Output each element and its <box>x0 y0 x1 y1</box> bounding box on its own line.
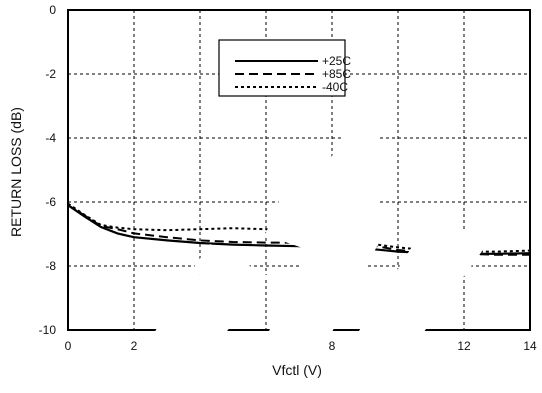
y-tick-label: -8 <box>45 259 56 273</box>
legend: +25C+85C-40C <box>218 39 351 97</box>
y-tick-label: -2 <box>45 67 56 81</box>
y-tick-labels: 0 -2 -4 -6 -8 -10 <box>39 3 57 337</box>
x-tick-label: 0 <box>65 339 72 353</box>
x-axis-title: Vfctl (V) <box>272 362 322 378</box>
y-tick-label: -10 <box>39 323 57 337</box>
legend-label: -40C <box>322 80 348 94</box>
y-tick-label: -6 <box>45 195 56 209</box>
legend-label: +85C <box>322 67 351 81</box>
x-tick-label: 14 <box>523 339 537 353</box>
legend-label: +25C <box>322 54 351 68</box>
series-line-40c <box>67 202 531 253</box>
legend-box <box>218 39 346 97</box>
y-tick-label: -4 <box>45 131 56 145</box>
x-tick-label: 8 <box>329 339 336 353</box>
y-tick-label: 0 <box>49 3 56 17</box>
x-tick-label: 12 <box>457 339 471 353</box>
y-axis-title: RETURN LOSS (dB) <box>8 107 24 237</box>
x-tick-label: 2 <box>131 339 138 353</box>
watermark <box>118 120 490 393</box>
